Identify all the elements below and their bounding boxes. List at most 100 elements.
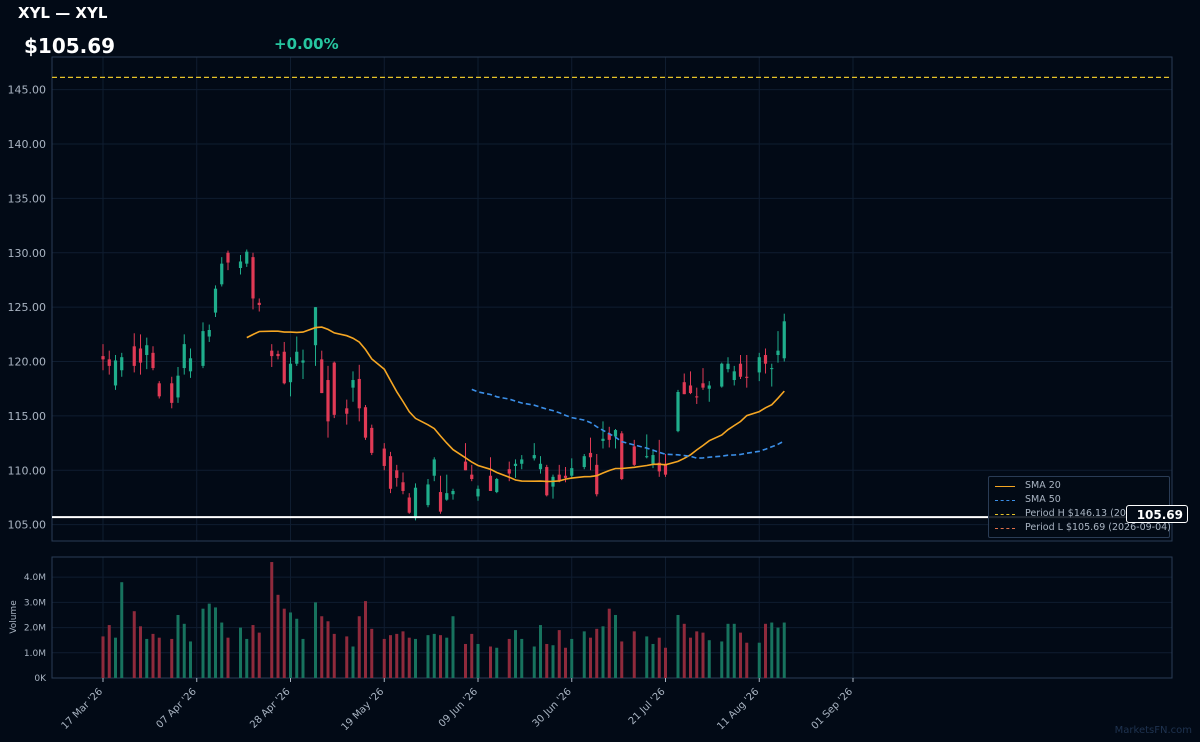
volume-bar (114, 637, 117, 678)
sma50-line (471, 388, 785, 459)
candle-body (507, 469, 511, 474)
volume-bar (470, 633, 474, 678)
candle-body (207, 329, 211, 337)
volume-bar (676, 614, 680, 678)
volume-bar (782, 622, 786, 678)
candle-body (520, 459, 524, 464)
date-tick-label: 01 Sep '26 (810, 686, 856, 732)
volume-bar (257, 632, 261, 678)
candle-body (532, 455, 536, 459)
volume-bar (132, 611, 136, 678)
volume-bar (632, 631, 636, 678)
candle-body (613, 430, 618, 437)
volume-bar (514, 630, 517, 678)
volume-bar (620, 641, 624, 678)
price-tick-label: 140.00 (8, 138, 47, 151)
volume-bar (270, 562, 274, 678)
volume-bar (389, 635, 392, 678)
volume-bar (314, 602, 317, 678)
price-tick-label: 130.00 (8, 247, 47, 260)
volume-bar (726, 623, 730, 678)
candle-body (757, 357, 761, 373)
candle-body (632, 446, 636, 465)
volume-bar (251, 625, 255, 678)
volume-bar (207, 603, 211, 678)
candle-body (138, 348, 143, 363)
volume-bar (151, 633, 155, 678)
volume-bar (651, 643, 655, 678)
candle-body (451, 490, 455, 495)
volume-tick-label: 4.0M (24, 573, 46, 583)
period-low-swatch (995, 527, 1015, 529)
volume-bars (101, 562, 786, 678)
candle-body (582, 456, 586, 468)
candle-body (151, 352, 155, 369)
volume-bar (445, 637, 449, 678)
candle-body (595, 464, 599, 495)
candle-body (101, 356, 105, 360)
volume-bar (145, 638, 149, 678)
candle-body (238, 261, 243, 269)
volume-bar (320, 616, 324, 678)
candle-body (695, 396, 699, 398)
volume-bar (557, 630, 561, 678)
volume-bar (732, 623, 736, 678)
date-tick-label: 07 Apr '26 (154, 686, 198, 730)
candle-body (688, 385, 693, 394)
volume-bar (201, 608, 205, 678)
volume-bar (332, 633, 336, 678)
legend-item-sma50: SMA 50 (995, 493, 1061, 507)
candle-body (651, 455, 655, 464)
volume-bar (289, 612, 292, 678)
candle-body (326, 380, 330, 422)
volume-bar (176, 614, 180, 678)
volume-bar (776, 627, 780, 678)
legend-label: Period H $146.13 (2026-01-16) (1025, 508, 1173, 519)
date-axis: 17 Mar '26 07 Apr '26 28 Apr '26 19 May '26… (60, 678, 856, 733)
candle-body (426, 484, 430, 506)
date-tick-label: 21 Jul '26 (627, 686, 668, 727)
candle-body (776, 350, 780, 356)
candle-body (620, 433, 624, 480)
volume-bar (401, 631, 405, 678)
candle-body (157, 383, 161, 397)
volume-bar (532, 646, 536, 678)
current-price: $105.69 (24, 34, 116, 58)
volume-bar (220, 622, 224, 678)
candle-body (601, 438, 605, 441)
candle-body (245, 251, 249, 264)
price-grid (52, 57, 1172, 678)
volume-bar (407, 637, 411, 678)
watermark: MarketsFN.com (1114, 725, 1192, 736)
volume-bar (614, 614, 617, 678)
candle-body (720, 363, 724, 387)
candle-body (726, 363, 730, 370)
candle-body (120, 357, 124, 371)
candle-body (251, 257, 255, 299)
volume-bar (295, 618, 299, 678)
candle-body (763, 355, 768, 364)
candle-body (388, 456, 393, 489)
candle-body (432, 459, 436, 476)
sma20-swatch (995, 485, 1015, 487)
candle-body (295, 351, 299, 364)
volume-bar (414, 638, 417, 678)
candle-body (301, 360, 305, 363)
volume-bar (139, 626, 142, 678)
candle-body (363, 407, 368, 438)
candle-body (107, 359, 111, 366)
candle-body (288, 363, 293, 383)
date-tick-label: 11 Aug '26 (715, 686, 761, 732)
candle-body (563, 475, 568, 478)
candle-body (782, 321, 786, 359)
chart-title: XYL — XYL (18, 4, 108, 22)
volume-bar (570, 638, 574, 678)
last-price-tag: 105.69 (1126, 505, 1188, 523)
volume-bar (520, 638, 524, 678)
volume-bar (682, 623, 686, 678)
volume-bar (189, 641, 192, 678)
candle-body (113, 360, 118, 386)
volume-bar (395, 633, 399, 678)
sma20-line (246, 326, 785, 483)
